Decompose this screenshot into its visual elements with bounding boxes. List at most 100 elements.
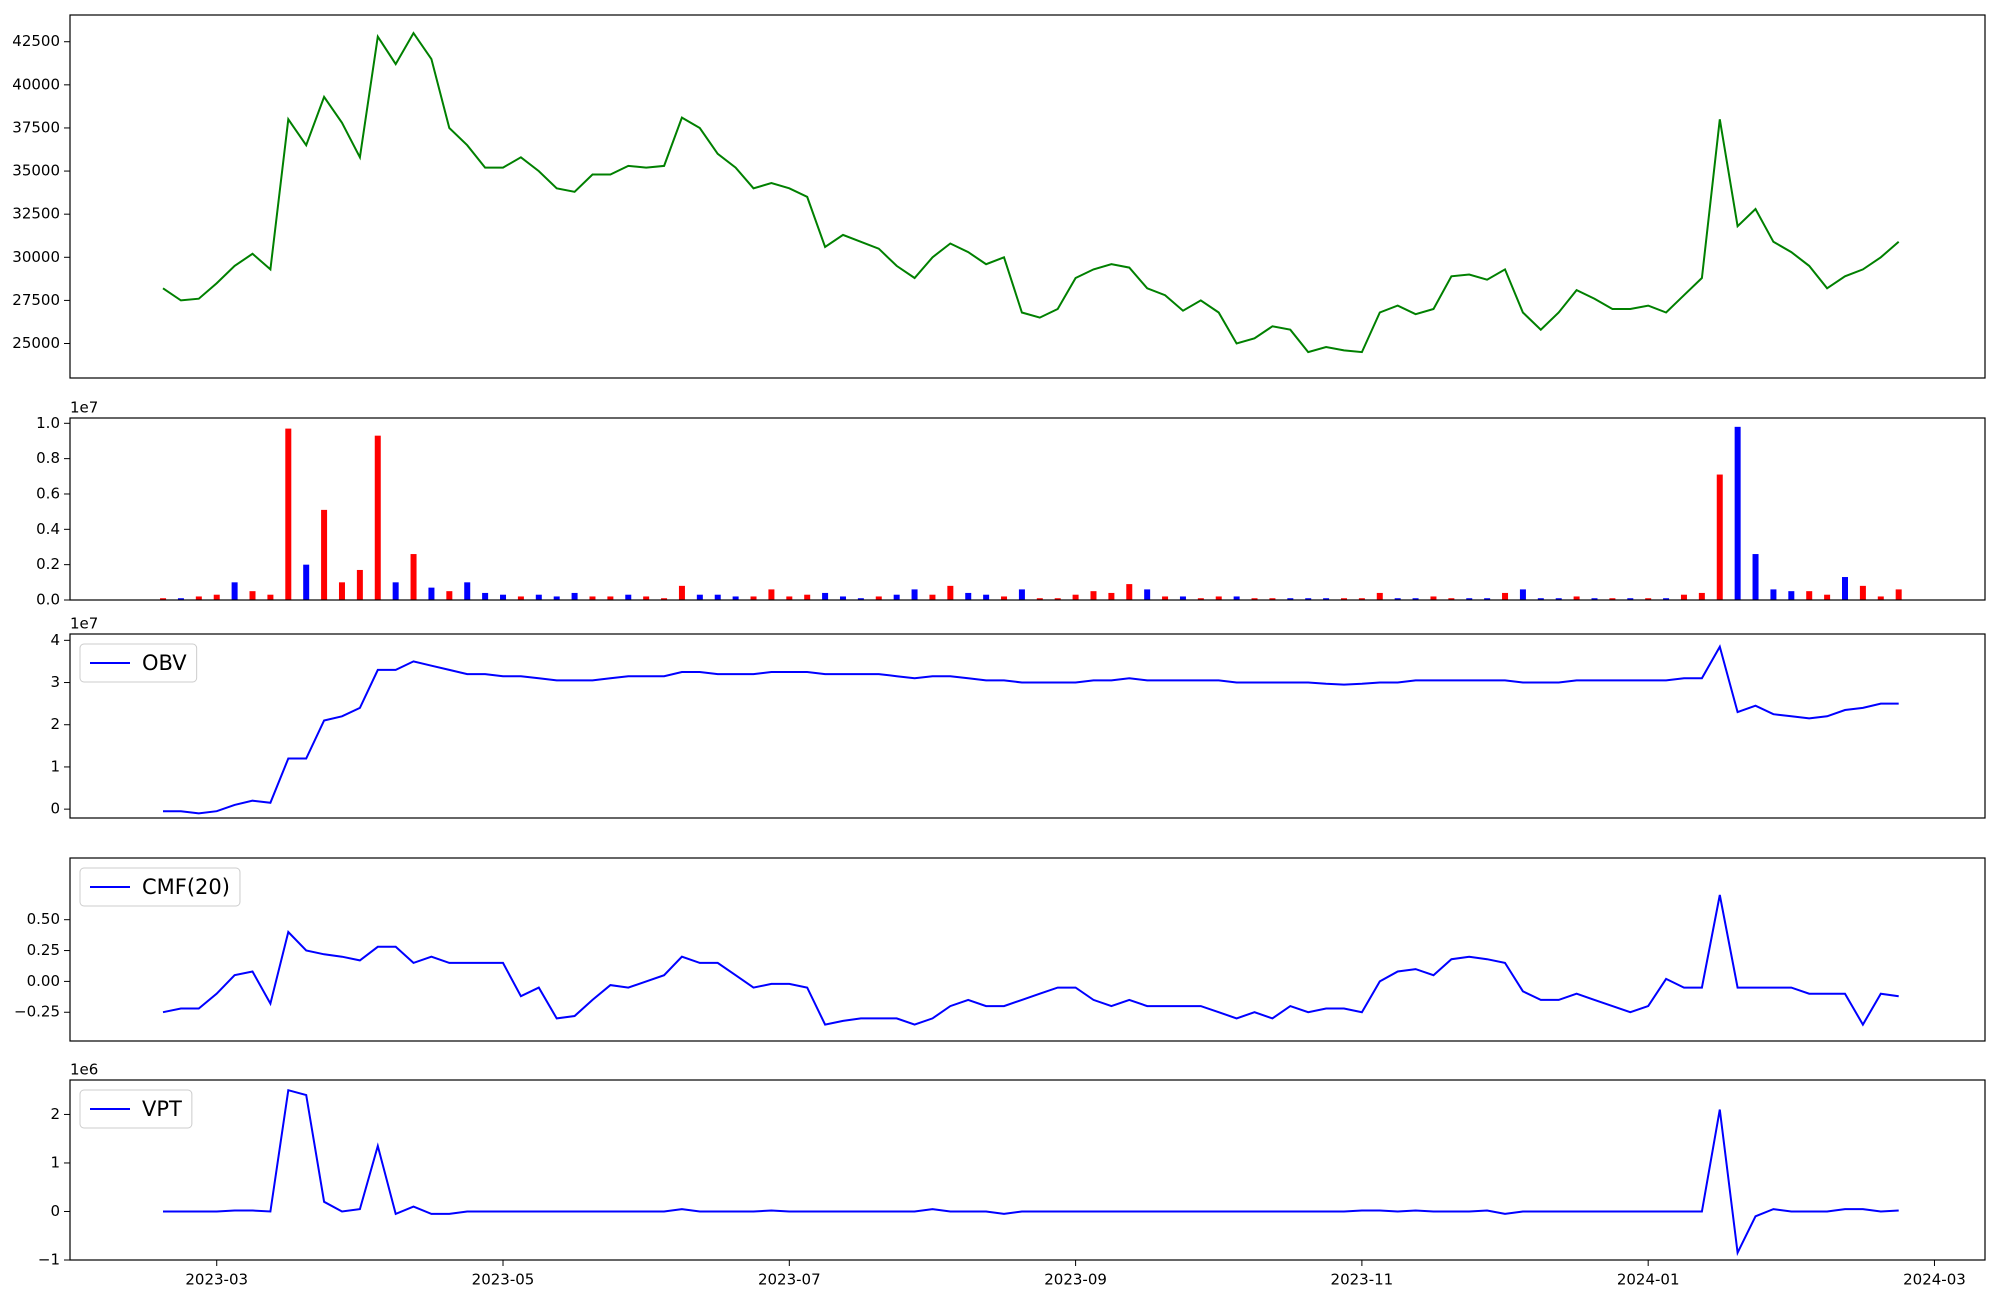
bar xyxy=(1054,598,1061,600)
y-tick-label: 42500 xyxy=(12,32,60,50)
y-tick-label: 0 xyxy=(50,800,60,818)
bar xyxy=(410,554,417,600)
bar xyxy=(947,585,954,600)
plot-frame xyxy=(69,1079,1986,1261)
bar xyxy=(356,569,363,600)
bar xyxy=(1323,598,1330,600)
bar xyxy=(1251,598,1258,600)
bar xyxy=(625,594,632,600)
bar xyxy=(195,596,202,600)
x-tick-label: 2024-01 xyxy=(1617,1271,1680,1289)
bar xyxy=(1645,598,1652,600)
bar xyxy=(1770,589,1777,600)
bar xyxy=(1484,598,1491,600)
plot-frame xyxy=(69,857,1986,1042)
bar xyxy=(1340,598,1347,600)
bar xyxy=(1698,592,1705,600)
bar xyxy=(822,592,829,600)
bar xyxy=(1269,598,1276,600)
bar xyxy=(1555,598,1562,600)
bar xyxy=(1358,598,1365,600)
bar xyxy=(1108,592,1115,600)
bar xyxy=(267,594,274,600)
bar xyxy=(1627,598,1634,600)
bar xyxy=(535,594,542,600)
bar xyxy=(321,509,328,600)
bar xyxy=(1430,596,1437,600)
legend xyxy=(79,867,241,907)
y-tick-label: 0.00 xyxy=(27,972,60,990)
x-tick-label: 2023-05 xyxy=(472,1271,535,1289)
y-tick-label: 1.0 xyxy=(36,414,60,432)
bar xyxy=(1215,596,1222,600)
bar xyxy=(177,598,184,600)
bar xyxy=(1716,474,1723,600)
bar xyxy=(285,428,292,600)
y-tick-label: −1 xyxy=(38,1251,60,1269)
y-tick-label: 0.2 xyxy=(36,555,60,573)
bar xyxy=(678,585,685,600)
y-tick-label: 3 xyxy=(50,673,60,691)
y-tick-label: 2 xyxy=(50,715,60,733)
bar xyxy=(768,589,775,600)
y-tick-label: 0.6 xyxy=(36,484,60,502)
axis-offset: 1e7 xyxy=(70,615,98,633)
bar xyxy=(1001,596,1008,600)
x-tick-label: 2024-03 xyxy=(1903,1271,1966,1289)
bar xyxy=(571,592,578,600)
bar xyxy=(1448,598,1455,600)
bar xyxy=(1537,598,1544,600)
legend xyxy=(79,643,198,683)
bar xyxy=(482,592,489,600)
bar xyxy=(893,594,900,600)
bar xyxy=(1663,598,1670,600)
y-tick-label: 37500 xyxy=(12,118,60,136)
bar xyxy=(1842,577,1849,600)
y-tick-label: 35000 xyxy=(12,162,60,180)
bar xyxy=(1090,591,1097,600)
axis-offset: 1e6 xyxy=(70,1061,98,1079)
bar xyxy=(1018,589,1025,600)
bar xyxy=(553,596,560,600)
bar xyxy=(1466,598,1473,600)
bar xyxy=(374,435,381,600)
x-tick-label: 2023-09 xyxy=(1044,1271,1107,1289)
legend-label: VPT xyxy=(142,1097,182,1121)
y-tick-label: 2 xyxy=(50,1105,60,1123)
bar xyxy=(1734,426,1741,600)
bar xyxy=(1376,592,1383,600)
plot-frame xyxy=(69,633,1986,819)
bar xyxy=(1680,594,1687,600)
bar xyxy=(589,596,596,600)
bar xyxy=(750,596,757,600)
y-tick-label: 30000 xyxy=(12,248,60,266)
y-tick-label: 0 xyxy=(50,1202,60,1220)
bar xyxy=(929,594,936,600)
bar xyxy=(804,594,811,600)
bar xyxy=(464,582,471,600)
bar xyxy=(303,564,310,600)
bar xyxy=(857,598,864,600)
plot-frame xyxy=(69,417,1986,601)
bar xyxy=(446,591,453,600)
bar xyxy=(1877,596,1884,600)
bar xyxy=(1806,591,1813,600)
bar xyxy=(1788,591,1795,600)
bar xyxy=(661,598,668,600)
line xyxy=(162,894,1899,1027)
y-tick-label: 27500 xyxy=(12,291,60,309)
bar xyxy=(1412,598,1419,600)
axis-offset: 1e7 xyxy=(70,399,98,417)
bar xyxy=(1287,598,1294,600)
line xyxy=(163,1088,1899,1257)
bar xyxy=(1144,589,1151,600)
bar xyxy=(839,596,846,600)
bar xyxy=(1752,554,1759,600)
bar xyxy=(249,591,256,600)
bar xyxy=(911,589,918,600)
bar xyxy=(1824,594,1831,600)
x-tick-label: 2023-03 xyxy=(185,1271,248,1289)
bar xyxy=(643,596,650,600)
bar xyxy=(1036,598,1043,600)
